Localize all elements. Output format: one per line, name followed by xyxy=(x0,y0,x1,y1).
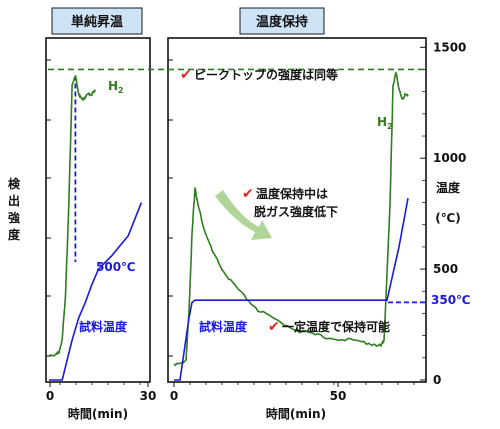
left-y-label-char-1: 検 xyxy=(8,176,21,191)
left-temperature-series xyxy=(49,202,143,381)
left-500c-label: 500℃ xyxy=(96,260,136,274)
annotation-outgas-line-1: 温度保持中は xyxy=(256,186,328,201)
annotation-peak-equal: ✔ ピークトップの強度は同等 xyxy=(180,67,338,83)
right-h2-label-text: H2 xyxy=(377,115,393,131)
right-y-tick-label: 1500 xyxy=(433,40,466,54)
left-x-tick-label: 0 xyxy=(46,389,54,403)
check-icon: ✔ xyxy=(268,319,280,335)
right-x-label: 時間(min) xyxy=(266,406,326,421)
right-plot-frame xyxy=(167,37,427,383)
right-h2-series xyxy=(173,71,409,367)
left-x-tick-label: 30 xyxy=(140,389,157,403)
left-sample-temp-label: 試料温度 xyxy=(79,319,128,334)
right-y-label-line-1: 温度 xyxy=(436,180,461,195)
annotation-peak-equal-text: ピークトップの強度は同等 xyxy=(194,67,338,82)
series-layer xyxy=(48,68,428,381)
right-y-label-line-2: (℃) xyxy=(435,211,461,225)
left-h2-label-text: H2 xyxy=(108,79,124,95)
right-y-ticks: 0 500 1000 1500 xyxy=(420,40,466,387)
annotation-constant-temp: ✔ 一定温度で保持可能 xyxy=(268,319,390,335)
right-x-ticks: 0 50 xyxy=(170,382,415,403)
right-temperature-series xyxy=(174,197,409,381)
right-h2-subscript: 2 xyxy=(387,122,393,131)
left-panel-title: 単純昇温 xyxy=(71,14,123,30)
left-x-label: 時間(min) xyxy=(68,406,128,421)
left-panel: 単純昇温 xyxy=(45,7,151,383)
annotation-outgas-decrease: ✔ 温度保持中は 脱ガス強度低下 xyxy=(242,186,338,219)
left-h2-label: H2 xyxy=(108,79,124,95)
left-plot-frame xyxy=(45,37,151,383)
right-panel-header xyxy=(239,7,325,35)
left-panel-header xyxy=(51,7,143,35)
left-y-label-char-4: 度 xyxy=(8,227,21,242)
right-y-tick-label: 1000 xyxy=(433,151,466,165)
right-panel-title: 温度保持 xyxy=(256,14,308,30)
right-h2-label: H2 xyxy=(377,115,393,131)
check-icon: ✔ xyxy=(242,186,254,202)
left-y-label: 検 出 強 度 xyxy=(8,176,21,242)
right-x-tick-label: 0 xyxy=(170,389,178,403)
right-panel: 温度保持 xyxy=(167,7,427,383)
right-y-tick-label: 0 xyxy=(433,373,441,387)
right-350c-label: 350℃ xyxy=(431,293,471,307)
left-h2-series xyxy=(48,75,96,358)
check-icon: ✔ xyxy=(180,67,192,83)
decrease-arrow xyxy=(215,190,272,240)
left-x-ticks: 0 30 xyxy=(46,382,157,403)
left-y-label-char-3: 強 xyxy=(8,210,20,225)
right-x-tick-label: 50 xyxy=(330,389,347,403)
right-sample-temp-label: 試料温度 xyxy=(199,319,248,334)
left-y-ticks xyxy=(46,59,173,357)
annotation-outgas-line-2: 脱ガス強度低下 xyxy=(254,204,338,219)
annotation-constant-temp-text: 一定温度で保持可能 xyxy=(282,319,390,334)
left-h2-subscript: 2 xyxy=(118,86,124,95)
left-y-label-char-2: 出 xyxy=(8,193,20,208)
right-y-tick-label: 500 xyxy=(433,262,458,276)
